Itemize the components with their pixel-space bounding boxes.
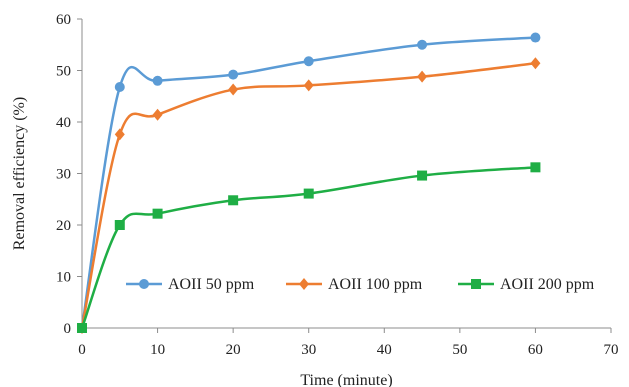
data-point xyxy=(152,208,163,219)
y-tick-label: 0 xyxy=(64,321,72,337)
x-tick-label: 60 xyxy=(528,342,543,358)
data-point xyxy=(152,75,163,86)
x-tick-label: 0 xyxy=(78,342,86,358)
series-3 xyxy=(77,162,541,333)
x-tick-label: 30 xyxy=(301,342,316,358)
data-point xyxy=(530,162,541,173)
x-tick-label: 50 xyxy=(452,342,467,358)
x-tick-label: 10 xyxy=(150,342,165,358)
x-tick-label: 40 xyxy=(377,342,392,358)
legend-marker xyxy=(139,279,149,289)
data-point xyxy=(228,83,239,96)
legend-item: AOII 100 ppm xyxy=(286,276,423,293)
axes: 0 10 20 30 40 50 60 0 10 20 30 40 50 60 70 xyxy=(56,12,619,358)
x-tick-label: 20 xyxy=(226,342,241,358)
data-point xyxy=(114,220,125,230)
data-point xyxy=(303,79,314,92)
data-point xyxy=(530,57,541,70)
y-tick-label: 60 xyxy=(56,12,71,28)
legend-label: AOII 100 ppm xyxy=(328,276,423,293)
data-point xyxy=(77,323,87,333)
legend: AOII 50 ppm AOII 100 ppm AOII 200 ppm xyxy=(126,276,595,293)
data-point xyxy=(303,188,314,199)
legend-label: AOII 200 ppm xyxy=(500,276,595,293)
data-point xyxy=(228,195,239,206)
series-2 xyxy=(77,57,541,334)
y-tick-label: 30 xyxy=(56,167,71,183)
data-point xyxy=(417,70,428,83)
data-point xyxy=(114,81,125,92)
legend-marker xyxy=(471,279,481,289)
data-point xyxy=(417,39,428,50)
x-axis-title: Time (minute) xyxy=(300,372,392,387)
y-tick-label: 50 xyxy=(56,64,71,80)
y-tick-label: 10 xyxy=(56,270,71,286)
data-point xyxy=(152,108,163,121)
x-tick-label: 70 xyxy=(604,342,619,358)
legend-item: AOII 200 ppm xyxy=(458,276,595,293)
data-point xyxy=(114,128,125,141)
legend-item: AOII 50 ppm xyxy=(126,276,255,293)
legend-label: AOII 50 ppm xyxy=(168,276,255,293)
series-layer xyxy=(77,32,541,334)
data-point xyxy=(303,56,314,67)
data-point xyxy=(530,32,541,43)
legend-marker xyxy=(299,278,309,290)
y-tick-label: 20 xyxy=(56,218,71,234)
y-axis-title: Removal efficiency (%) xyxy=(11,97,28,250)
data-point xyxy=(417,170,428,181)
y-tick-label: 40 xyxy=(56,115,71,131)
data-point xyxy=(228,69,239,80)
